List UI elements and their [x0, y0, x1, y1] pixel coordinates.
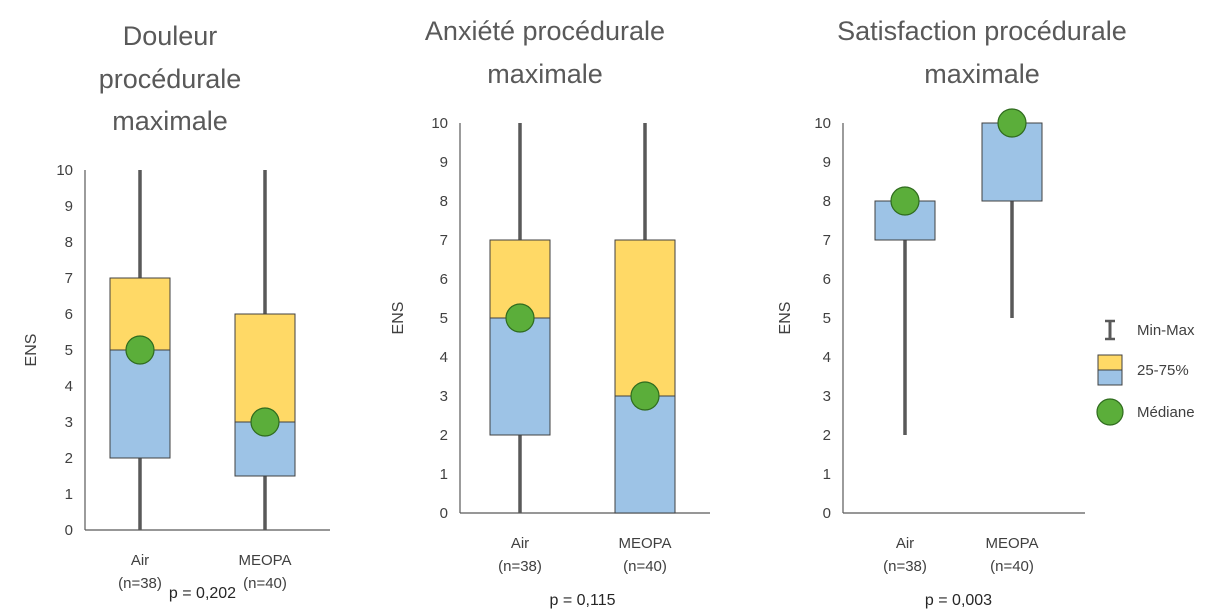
chart-panel-1: Douleur procédurale maximale ENS 0 1 2 3 4 5 6 7 8 9 1…: [23, 21, 330, 602]
box-lower-quartile: [489, 317, 551, 436]
median-dot: [505, 303, 535, 333]
y-tick-label: 5: [823, 310, 831, 327]
y-tick-label: 2: [440, 427, 448, 444]
legend: Min-Max 25-75% Médiane: [1096, 319, 1195, 426]
y-tick-label: 1: [440, 466, 448, 483]
y-axis-label: ENS: [23, 334, 40, 367]
category-label: Air: [131, 552, 149, 569]
y-tick-label: 3: [823, 388, 831, 405]
box-meopa: [981, 108, 1043, 318]
chart-panel-2: Anxiété procédurale maximale ENS 0 1 2 3 4 5 6 7 8 9…: [390, 16, 710, 609]
box-lower-quartile: [109, 349, 171, 459]
y-tick-label: 8: [823, 193, 831, 210]
category-label: MEOPA: [985, 535, 1038, 552]
median-dot: [125, 335, 155, 365]
y-tick-label: 1: [65, 486, 73, 503]
box-meopa: [614, 123, 676, 514]
quartile-box-icon: [1097, 354, 1123, 386]
y-tick-label: 7: [440, 232, 448, 249]
y-tick-label: 8: [440, 193, 448, 210]
median-dot: [250, 407, 280, 437]
y-tick-label: 9: [823, 154, 831, 171]
category-n-label: (n=40): [623, 558, 667, 575]
y-tick-label: 6: [440, 271, 448, 288]
y-tick-label: 4: [823, 349, 831, 366]
category-label: Air: [896, 535, 914, 552]
y-tick-label: 7: [65, 270, 73, 287]
box-lower-quartile: [614, 395, 676, 514]
y-tick-label: 5: [440, 310, 448, 327]
category-label: MEOPA: [238, 552, 291, 569]
y-tick-label: 7: [823, 232, 831, 249]
y-tick-label: 3: [65, 414, 73, 431]
y-tick-label: 0: [440, 505, 448, 522]
median-dot: [890, 186, 920, 216]
category-label: Air: [511, 535, 529, 552]
y-tick-label: 4: [65, 378, 73, 395]
y-tick-label: 9: [65, 198, 73, 215]
p-value: p = 0,003: [925, 592, 992, 609]
category-n-label: (n=40): [990, 558, 1034, 575]
chart-panel-3: Satisfaction procédurale maximale ENS 0 1 2 3 4…: [777, 16, 1127, 609]
y-tick-label: 8: [65, 234, 73, 251]
p-value: p = 0,115: [550, 592, 616, 609]
median-dot: [630, 381, 660, 411]
y-tick-label: 6: [65, 306, 73, 323]
y-tick-label: 9: [440, 154, 448, 171]
y-tick-label: 2: [823, 427, 831, 444]
chart-title-line: Douleur: [123, 21, 218, 51]
y-tick-label: 2: [65, 450, 73, 467]
category-n-label: (n=38): [883, 558, 927, 575]
box-upper-quartile: [614, 239, 676, 397]
category-label: MEOPA: [618, 535, 671, 552]
chart-title-line: procédurale: [99, 64, 242, 94]
legend-label: Min-Max: [1137, 322, 1195, 339]
box-meopa: [234, 170, 296, 530]
y-tick-label: 10: [431, 115, 448, 132]
chart-title-line: Satisfaction procédurale: [837, 16, 1127, 46]
y-tick-label: 5: [65, 342, 73, 359]
y-axis-label: ENS: [777, 302, 794, 335]
y-tick-label: 4: [440, 349, 448, 366]
y-tick-label: 0: [65, 522, 73, 539]
y-tick-label: 1: [823, 466, 831, 483]
chart-title-line: maximale: [112, 106, 228, 136]
box-air: [874, 186, 936, 435]
p-value: p = 0,202: [169, 585, 236, 602]
min-max-icon: [1105, 319, 1115, 341]
category-n-label: (n=38): [118, 575, 162, 592]
quartile-box-icon-lower: [1097, 369, 1123, 386]
median-dot: [997, 108, 1027, 138]
chart-title-line: maximale: [924, 59, 1040, 89]
y-tick-label: 6: [823, 271, 831, 288]
box-air: [489, 123, 551, 513]
category-n-label: (n=38): [498, 558, 542, 575]
y-tick-label: 3: [440, 388, 448, 405]
y-tick-label: 10: [814, 115, 831, 132]
box-air: [109, 170, 171, 530]
y-tick-label: 10: [56, 162, 73, 179]
chart-title-line: Anxiété procédurale: [425, 16, 665, 46]
box-upper-quartile: [234, 313, 296, 423]
category-n-label: (n=40): [243, 575, 287, 592]
y-axis-label: ENS: [390, 302, 407, 335]
chart-title-line: maximale: [487, 59, 603, 89]
median-dot-icon: [1096, 398, 1124, 426]
quartile-box-icon-upper: [1097, 354, 1123, 371]
y-tick-label: 0: [823, 505, 831, 522]
legend-label: Médiane: [1137, 404, 1195, 421]
legend-label: 25-75%: [1137, 362, 1189, 379]
